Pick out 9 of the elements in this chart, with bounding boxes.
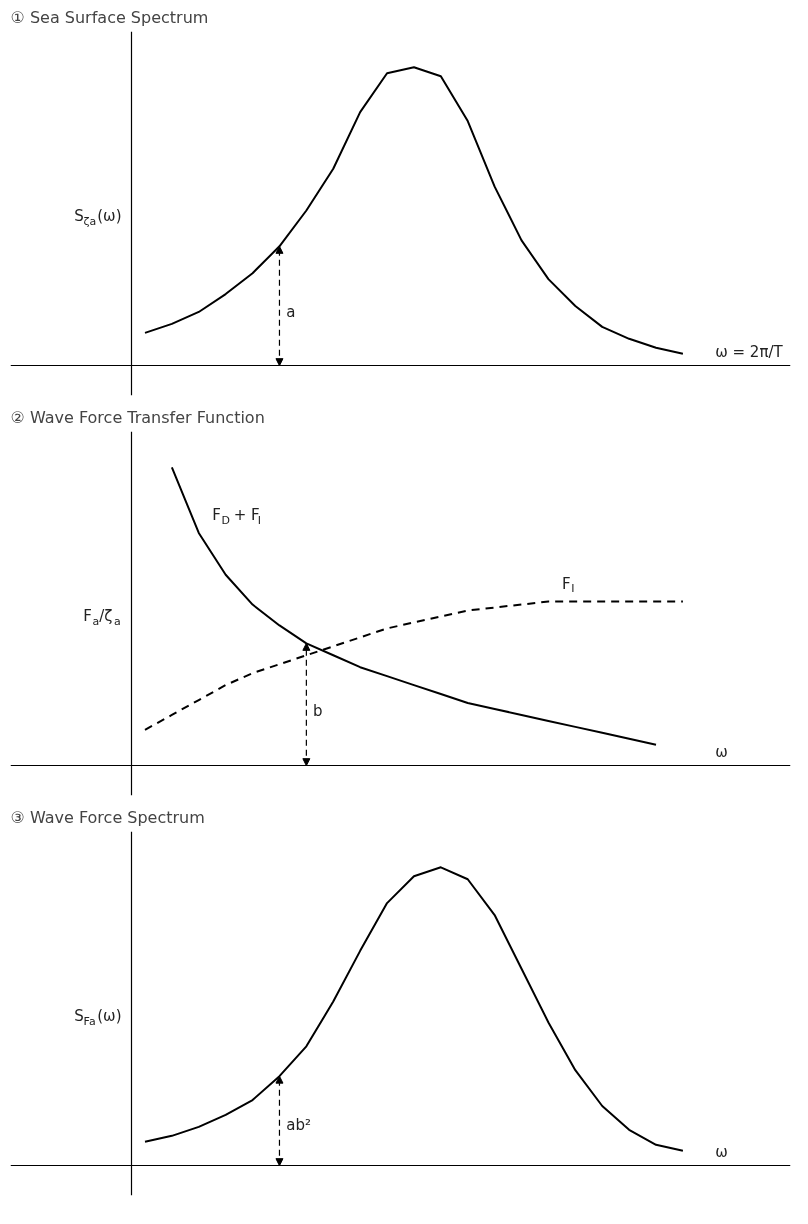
annotation: b <box>313 701 323 720</box>
chart-title: ② Wave Force Transfer Function <box>10 407 265 427</box>
annotation: a <box>286 302 296 321</box>
x-axis-title: ω <box>715 1142 728 1161</box>
x-axis-title: ω <box>715 742 728 761</box>
chart-title: ③ Wave Force Spectrum <box>10 807 205 827</box>
x-axis-title: ω = 2π/T <box>715 342 784 361</box>
annotation: ab² <box>286 1116 311 1135</box>
chart-title: ① Sea Surface Spectrum <box>10 7 209 27</box>
